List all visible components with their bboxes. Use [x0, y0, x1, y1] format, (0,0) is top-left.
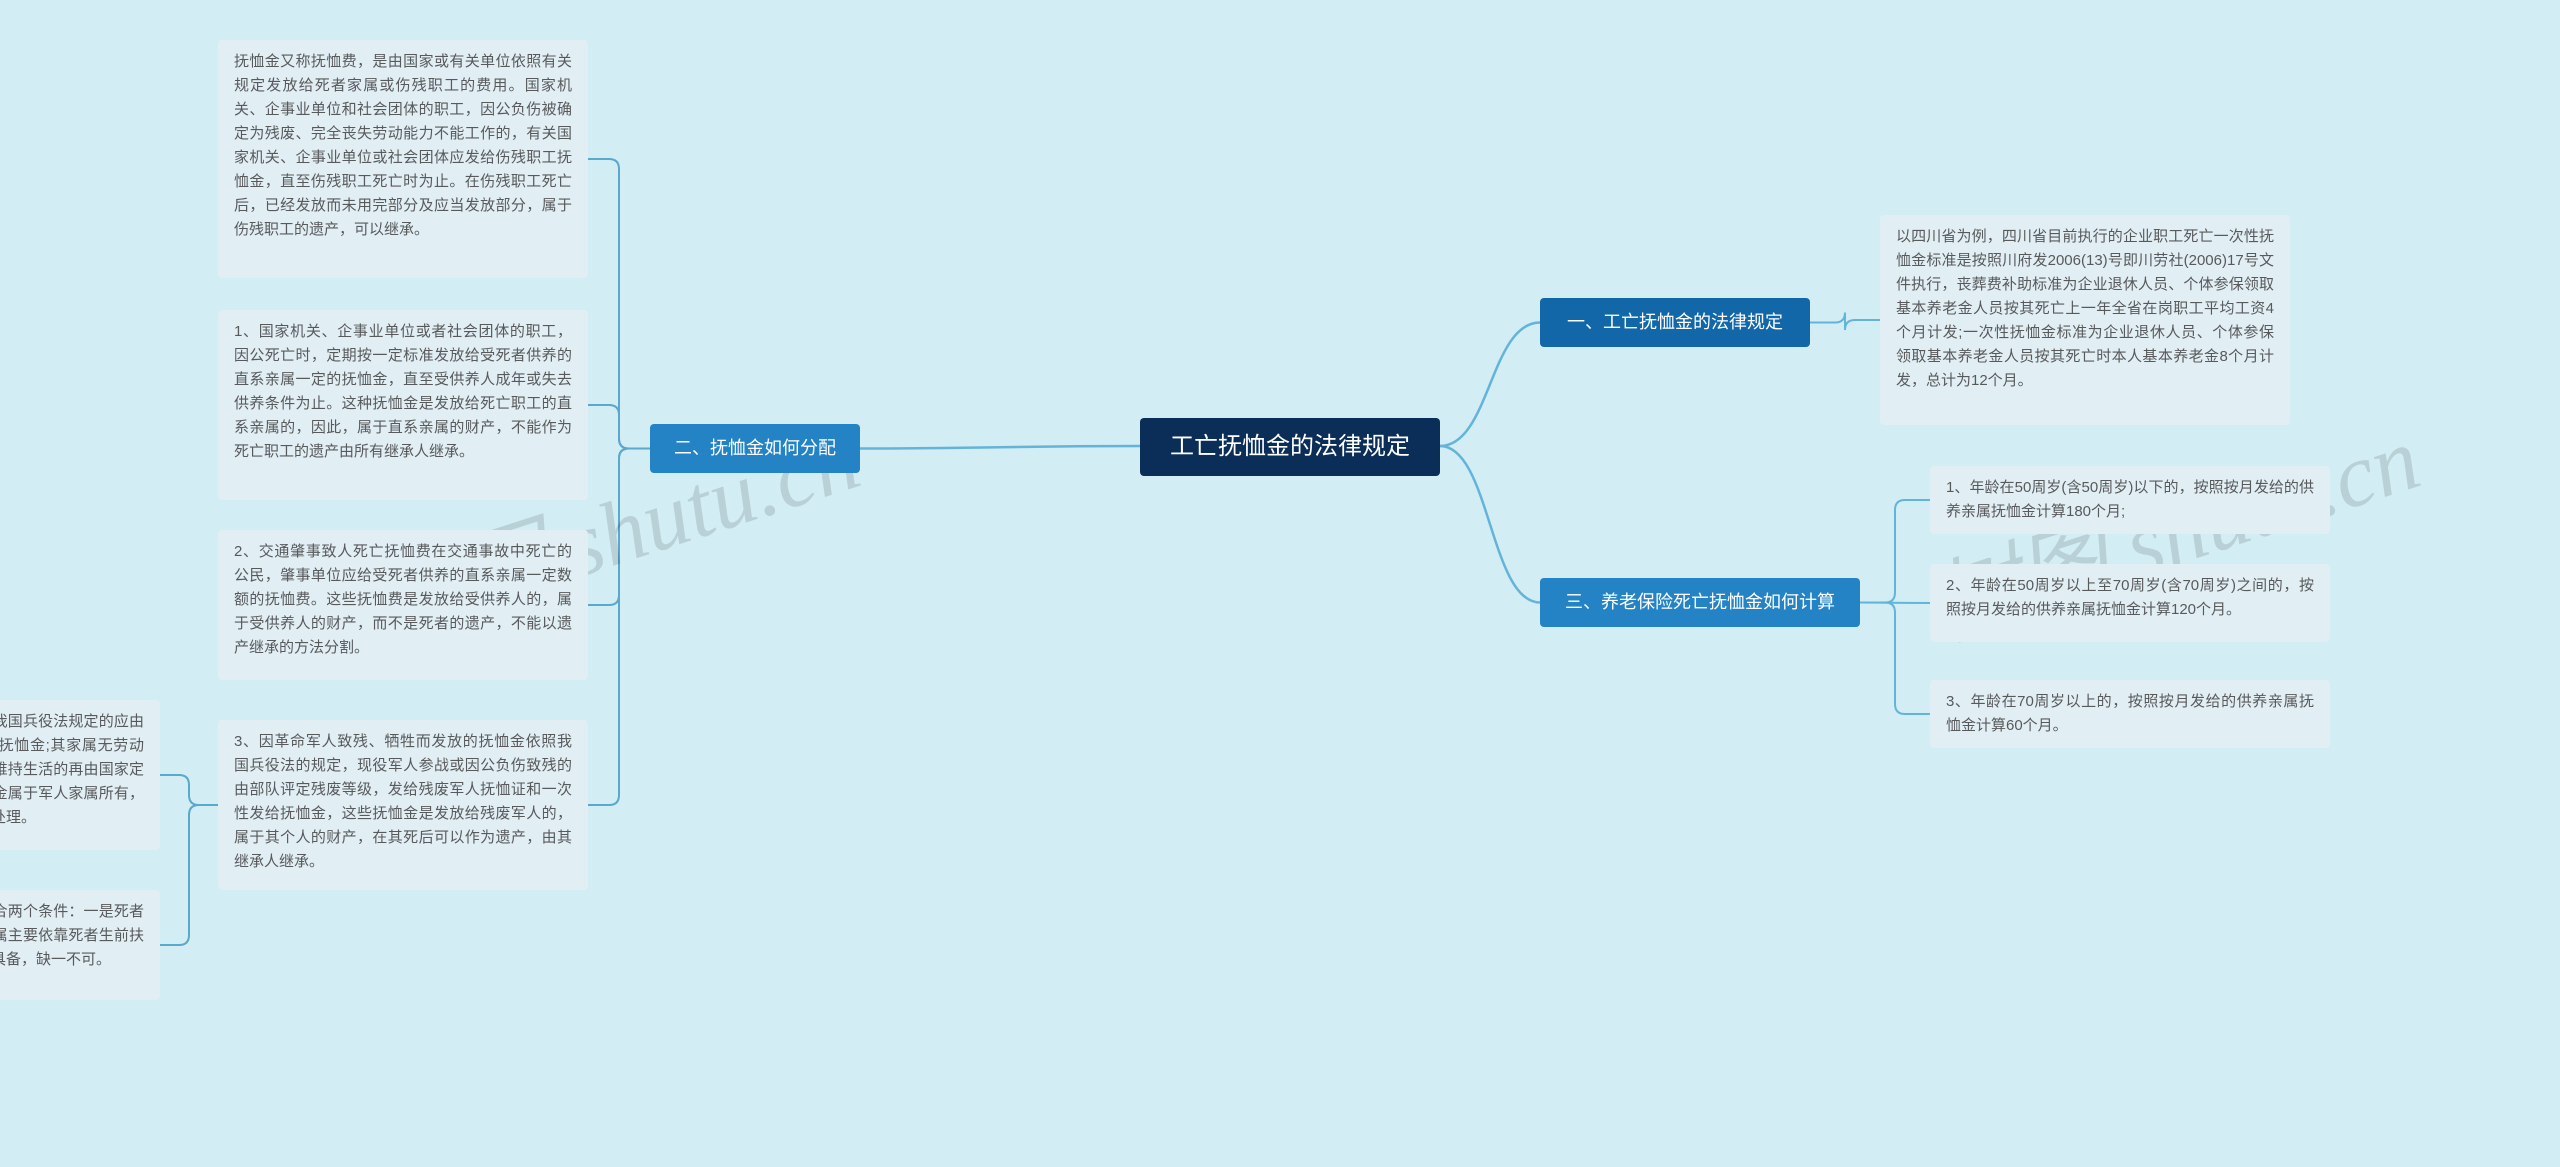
branch-node: 一、工亡抚恤金的法律规定 [1540, 298, 1810, 347]
branch-node: 三、养老保险死亡抚恤金如何计算 [1540, 578, 1860, 627]
subleaf-node: 现役军人牺牲、病故的，我国兵役法规定的应由国家一次性发给家属一笔抚恤金;其家属无… [0, 700, 160, 850]
mindmap-canvas: 树图 shutu.cn树图 shutu.cn工亡抚恤金的法律规定一、工亡抚恤金的… [0, 0, 2560, 1167]
leaf-node: 2、交通肇事致人死亡抚恤费在交通事故中死亡的公民，肇事单位应给受死者供养的直系亲… [218, 530, 588, 680]
leaf-node: 3、因革命军人致残、牺牲而发放的抚恤金依照我国兵役法的规定，现役军人参战或因公负… [218, 720, 588, 890]
leaf-node: 以四川省为例，四川省目前执行的企业职工死亡一次性抚恤金标准是按照川府发2006(… [1880, 215, 2290, 425]
leaf-node: 抚恤金又称抚恤费，是由国家或有关单位依照有关规定发放给死者家属或伤残职工的费用。… [218, 40, 588, 278]
leaf-node: 1、国家机关、企事业单位或者社会团体的职工，因公死亡时，定期按一定标准发放给受死… [218, 310, 588, 500]
leaf-node: 1、年龄在50周岁(含50周岁)以下的，按照按月发给的供养亲属抚恤金计算180个… [1930, 466, 2330, 534]
leaf-node: 3、年龄在70周岁以上的，按照按月发给的供养亲属抚恤金计算60个月。 [1930, 680, 2330, 748]
root-node: 工亡抚恤金的法律规定 [1140, 418, 1440, 476]
leaf-node: 2、年龄在50周岁以上至70周岁(含70周岁)之间的，按照按月发给的供养亲属抚恤… [1930, 564, 2330, 642]
branch-node: 二、抚恤金如何分配 [650, 424, 860, 473]
subleaf-node: 享受抚恤金的人，必须符合两个条件：一是死者的直系亲属，二是这些亲属主要依靠死者生… [0, 890, 160, 1000]
